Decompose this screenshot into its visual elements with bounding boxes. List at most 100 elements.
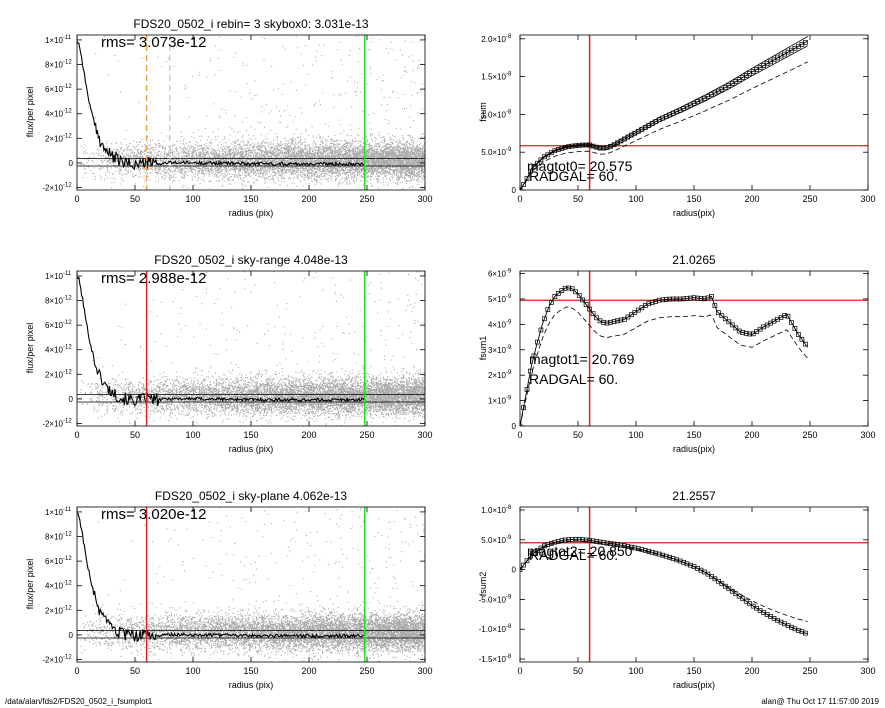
- x-tick-label: 200: [744, 666, 759, 676]
- data-point: [736, 328, 742, 334]
- x-axis-label: radius (pix): [229, 680, 274, 690]
- data-point: [573, 143, 579, 149]
- panel-profile-bottom: FDS20_0502_i sky-plane 4.062e-13 rms= 3.…: [25, 489, 433, 690]
- y-tick-label: 0: [69, 395, 74, 404]
- x-tick-label: 250: [359, 194, 374, 204]
- y-tick-exponent: -11: [63, 507, 72, 513]
- overlay-lines: [520, 271, 868, 426]
- x-tick-label: 100: [628, 666, 643, 676]
- x-tick-label: 50: [573, 194, 583, 204]
- data-point: [796, 332, 801, 337]
- data-point: [803, 630, 808, 636]
- y-tick-exponent: -12: [63, 655, 72, 661]
- data-point: [803, 40, 808, 45]
- data-point: [667, 112, 672, 118]
- noise-points: [78, 271, 425, 426]
- data-point: [684, 296, 690, 301]
- y-tick-exponent: -9: [506, 535, 512, 541]
- rms-annotation: rms= 3.073e-12: [101, 34, 206, 51]
- y-tick-exponent: -12: [63, 556, 72, 562]
- data-point: [615, 318, 620, 324]
- data-point: [660, 115, 666, 121]
- data-point: [740, 330, 746, 335]
- y-tick-label: 5.0×10: [481, 148, 506, 157]
- data-point: [733, 591, 739, 597]
- data-point: [799, 629, 805, 635]
- y-tick-label: -2×10: [42, 656, 63, 665]
- y-tick-exponent: -12: [63, 532, 72, 538]
- data-point: [608, 541, 613, 546]
- data-point: [684, 561, 690, 567]
- data-point: [528, 168, 533, 174]
- data-point: [531, 353, 537, 359]
- fsum-curve: [520, 40, 808, 190]
- dashed-curve: [520, 540, 808, 622]
- data-point: [799, 336, 805, 342]
- data-point: [594, 315, 599, 321]
- data-point: [608, 319, 613, 325]
- data-point: [656, 551, 662, 557]
- data-point: [736, 593, 742, 599]
- y-tick-exponent: -9: [506, 147, 512, 153]
- y-tick-exponent: -12: [63, 183, 72, 189]
- x-axis-label: radius(pix): [673, 680, 715, 690]
- data-point: [667, 296, 672, 302]
- data-point: [674, 109, 679, 115]
- data-point: [552, 539, 558, 545]
- data-point: [528, 368, 533, 374]
- fsum-curve: [520, 538, 808, 635]
- data-point: [535, 548, 540, 553]
- y-tick-label: -2×10: [42, 420, 63, 429]
- data-point: [583, 537, 589, 543]
- y-tick-exponent: -12: [63, 605, 72, 611]
- data-point: [719, 313, 725, 319]
- data-point: [722, 583, 728, 589]
- data-point: [597, 145, 603, 151]
- data-point: [622, 543, 627, 549]
- panel-profile-top: FDS20_0502_i rebin= 3 skybox0: 3.031e-13…: [25, 17, 433, 218]
- data-point: [573, 289, 579, 295]
- y-tick-label: -1.0×10: [479, 625, 507, 634]
- x-tick-label: 100: [185, 194, 200, 204]
- data-point: [670, 296, 676, 302]
- x-tick-label: 300: [417, 666, 432, 676]
- y-tick-label: 1×10: [45, 36, 64, 45]
- data-point: [576, 536, 582, 542]
- data-point: [674, 557, 679, 563]
- data-point: [552, 148, 558, 154]
- data-point: [635, 546, 641, 552]
- x-tick-label: 250: [359, 430, 374, 440]
- profile-curve: [77, 40, 365, 171]
- panel-profile-mid: FDS20_0502_i sky-range 4.048e-13 rms= 2.…: [25, 253, 433, 454]
- data-point: [562, 537, 568, 543]
- x-tick-label: 50: [130, 194, 140, 204]
- data-point: [716, 310, 721, 316]
- data-point: [601, 540, 606, 545]
- fsum-series: [520, 36, 808, 190]
- data-point: [528, 553, 533, 559]
- y-tick-label: 6×10: [45, 85, 64, 94]
- x-tick-label: 0: [517, 666, 522, 676]
- data-point: [566, 537, 572, 543]
- data-point: [691, 295, 697, 301]
- y-tick-exponent: -12: [63, 133, 72, 139]
- y-tick-label: 4×10: [45, 582, 64, 591]
- data-point: [535, 339, 540, 345]
- data-point: [656, 297, 662, 303]
- y-tick-exponent: -12: [63, 320, 72, 326]
- radgal-annotation: RADGAL= 60.: [529, 371, 618, 387]
- y-tick-label: -5.0×10: [479, 595, 507, 604]
- data-point: [743, 330, 749, 336]
- y-tick-label: 8×10: [45, 297, 64, 306]
- y-axis-label: flux/per pixel: [25, 323, 35, 374]
- data-point: [663, 114, 669, 119]
- y-tick-exponent: -9: [506, 319, 512, 325]
- y-axis-label: fsum2: [478, 572, 488, 597]
- y-tick-label: 6×10: [45, 321, 64, 330]
- x-tick-label: 0: [517, 194, 522, 204]
- data-point: [712, 303, 718, 308]
- y-tick-label: 0: [512, 566, 517, 575]
- y-tick-label: 4×10: [45, 346, 64, 355]
